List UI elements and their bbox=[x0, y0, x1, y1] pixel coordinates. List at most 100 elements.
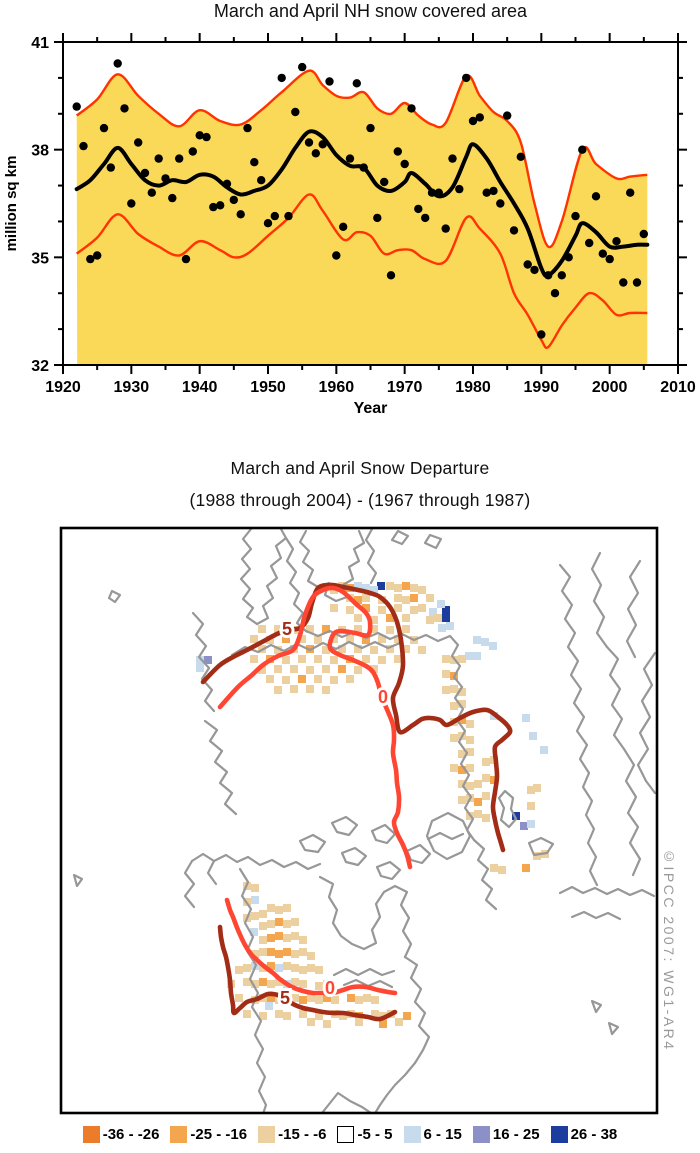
coastline bbox=[426, 831, 465, 841]
departure-cell bbox=[282, 676, 290, 684]
legend-item: -15 - -6 bbox=[258, 1126, 326, 1143]
data-point bbox=[639, 229, 648, 239]
x-tick-label: 1940 bbox=[182, 379, 218, 396]
departure-cell bbox=[307, 1018, 315, 1026]
departure-cell bbox=[299, 936, 307, 944]
departure-cell bbox=[251, 980, 259, 988]
data-point bbox=[243, 123, 252, 133]
departure-cell bbox=[394, 594, 402, 602]
x-tick-label: 1960 bbox=[319, 379, 355, 396]
departure-cell bbox=[251, 950, 259, 958]
departure-cell bbox=[402, 625, 410, 633]
departure-cell bbox=[458, 796, 466, 804]
departure-cell bbox=[322, 665, 330, 673]
data-point bbox=[154, 154, 163, 163]
coastline bbox=[625, 559, 642, 659]
data-point bbox=[373, 213, 382, 223]
data-point bbox=[304, 138, 314, 147]
data-point bbox=[523, 260, 532, 269]
departure-cell bbox=[322, 646, 330, 654]
legend-label: 6 - 15 bbox=[423, 1126, 462, 1143]
departure-cell bbox=[339, 1012, 347, 1020]
departure-cell bbox=[474, 810, 482, 818]
departure-cell bbox=[283, 1012, 291, 1020]
coastline bbox=[190, 852, 250, 864]
data-point bbox=[188, 147, 197, 156]
data-point bbox=[489, 186, 498, 196]
data-point bbox=[93, 251, 102, 260]
departure-cell bbox=[259, 978, 267, 986]
departure-cell bbox=[330, 604, 338, 612]
departure-cell bbox=[434, 614, 442, 622]
departure-cell bbox=[290, 665, 298, 673]
data-point bbox=[482, 188, 491, 197]
coastline bbox=[644, 779, 657, 795]
coastline bbox=[284, 536, 308, 633]
departure-cell bbox=[267, 920, 275, 928]
x-tick-label: 2000 bbox=[592, 379, 628, 396]
data-point bbox=[325, 77, 334, 86]
data-point bbox=[509, 226, 519, 235]
departure-cell bbox=[426, 616, 434, 624]
data-point bbox=[332, 251, 341, 260]
departure-cell bbox=[466, 764, 474, 772]
departure-cell bbox=[265, 1002, 273, 1010]
x-axis-label: Year bbox=[354, 400, 388, 417]
departure-cell bbox=[520, 822, 528, 830]
departure-cell bbox=[299, 1010, 307, 1018]
data-point bbox=[516, 152, 525, 161]
coastline bbox=[590, 999, 603, 1014]
departure-cell bbox=[362, 655, 370, 663]
departure-cell bbox=[307, 964, 315, 972]
data-point bbox=[393, 147, 402, 156]
data-point bbox=[202, 132, 211, 142]
departure-cell bbox=[522, 714, 530, 722]
x-tick-label: 1930 bbox=[114, 379, 150, 396]
departure-cell bbox=[347, 994, 355, 1002]
departure-cell bbox=[283, 948, 291, 956]
data-point bbox=[250, 158, 259, 167]
departure-cell bbox=[259, 922, 267, 930]
data-point bbox=[503, 111, 512, 120]
departure-cell bbox=[386, 582, 394, 590]
data-point bbox=[113, 59, 122, 68]
departure-cell bbox=[291, 964, 299, 972]
data-point bbox=[537, 330, 546, 339]
data-point bbox=[578, 145, 587, 154]
departure-cell bbox=[259, 948, 267, 956]
data-point bbox=[134, 138, 143, 147]
departure-cell bbox=[267, 904, 275, 912]
coastline bbox=[332, 967, 396, 977]
departure-cell bbox=[402, 582, 410, 590]
departure-cell bbox=[442, 614, 450, 622]
legend-swatch bbox=[258, 1126, 276, 1143]
departure-cell bbox=[512, 812, 520, 820]
departure-cell bbox=[378, 635, 386, 643]
map-title-line1: March and April Snow Departure bbox=[230, 458, 490, 478]
coastline bbox=[527, 836, 555, 857]
departure-cell bbox=[363, 994, 371, 1002]
departure-cell bbox=[346, 635, 354, 643]
departure-cell bbox=[251, 884, 259, 892]
departure-cell bbox=[275, 918, 283, 926]
x-tick-label: 2010 bbox=[660, 379, 696, 396]
x-tick-label: 1920 bbox=[45, 379, 81, 396]
x-tick-label: 1980 bbox=[455, 379, 491, 396]
departure-cell bbox=[323, 980, 331, 988]
departure-cell bbox=[330, 635, 338, 643]
departure-cell bbox=[379, 1020, 387, 1028]
departure-cell bbox=[354, 666, 362, 674]
departure-cell bbox=[354, 614, 362, 622]
departure-cell bbox=[204, 656, 212, 664]
coastline bbox=[107, 589, 122, 604]
departure-cell bbox=[466, 720, 474, 728]
departure-cell bbox=[458, 655, 466, 663]
departure-cell bbox=[291, 918, 299, 926]
departure-cell bbox=[355, 996, 363, 1004]
coastline bbox=[298, 529, 366, 603]
coastline bbox=[206, 859, 218, 886]
departure-cell bbox=[322, 686, 330, 694]
data-point bbox=[291, 107, 300, 117]
data-point bbox=[407, 104, 416, 113]
legend-label: -5 - 5 bbox=[357, 1126, 393, 1143]
